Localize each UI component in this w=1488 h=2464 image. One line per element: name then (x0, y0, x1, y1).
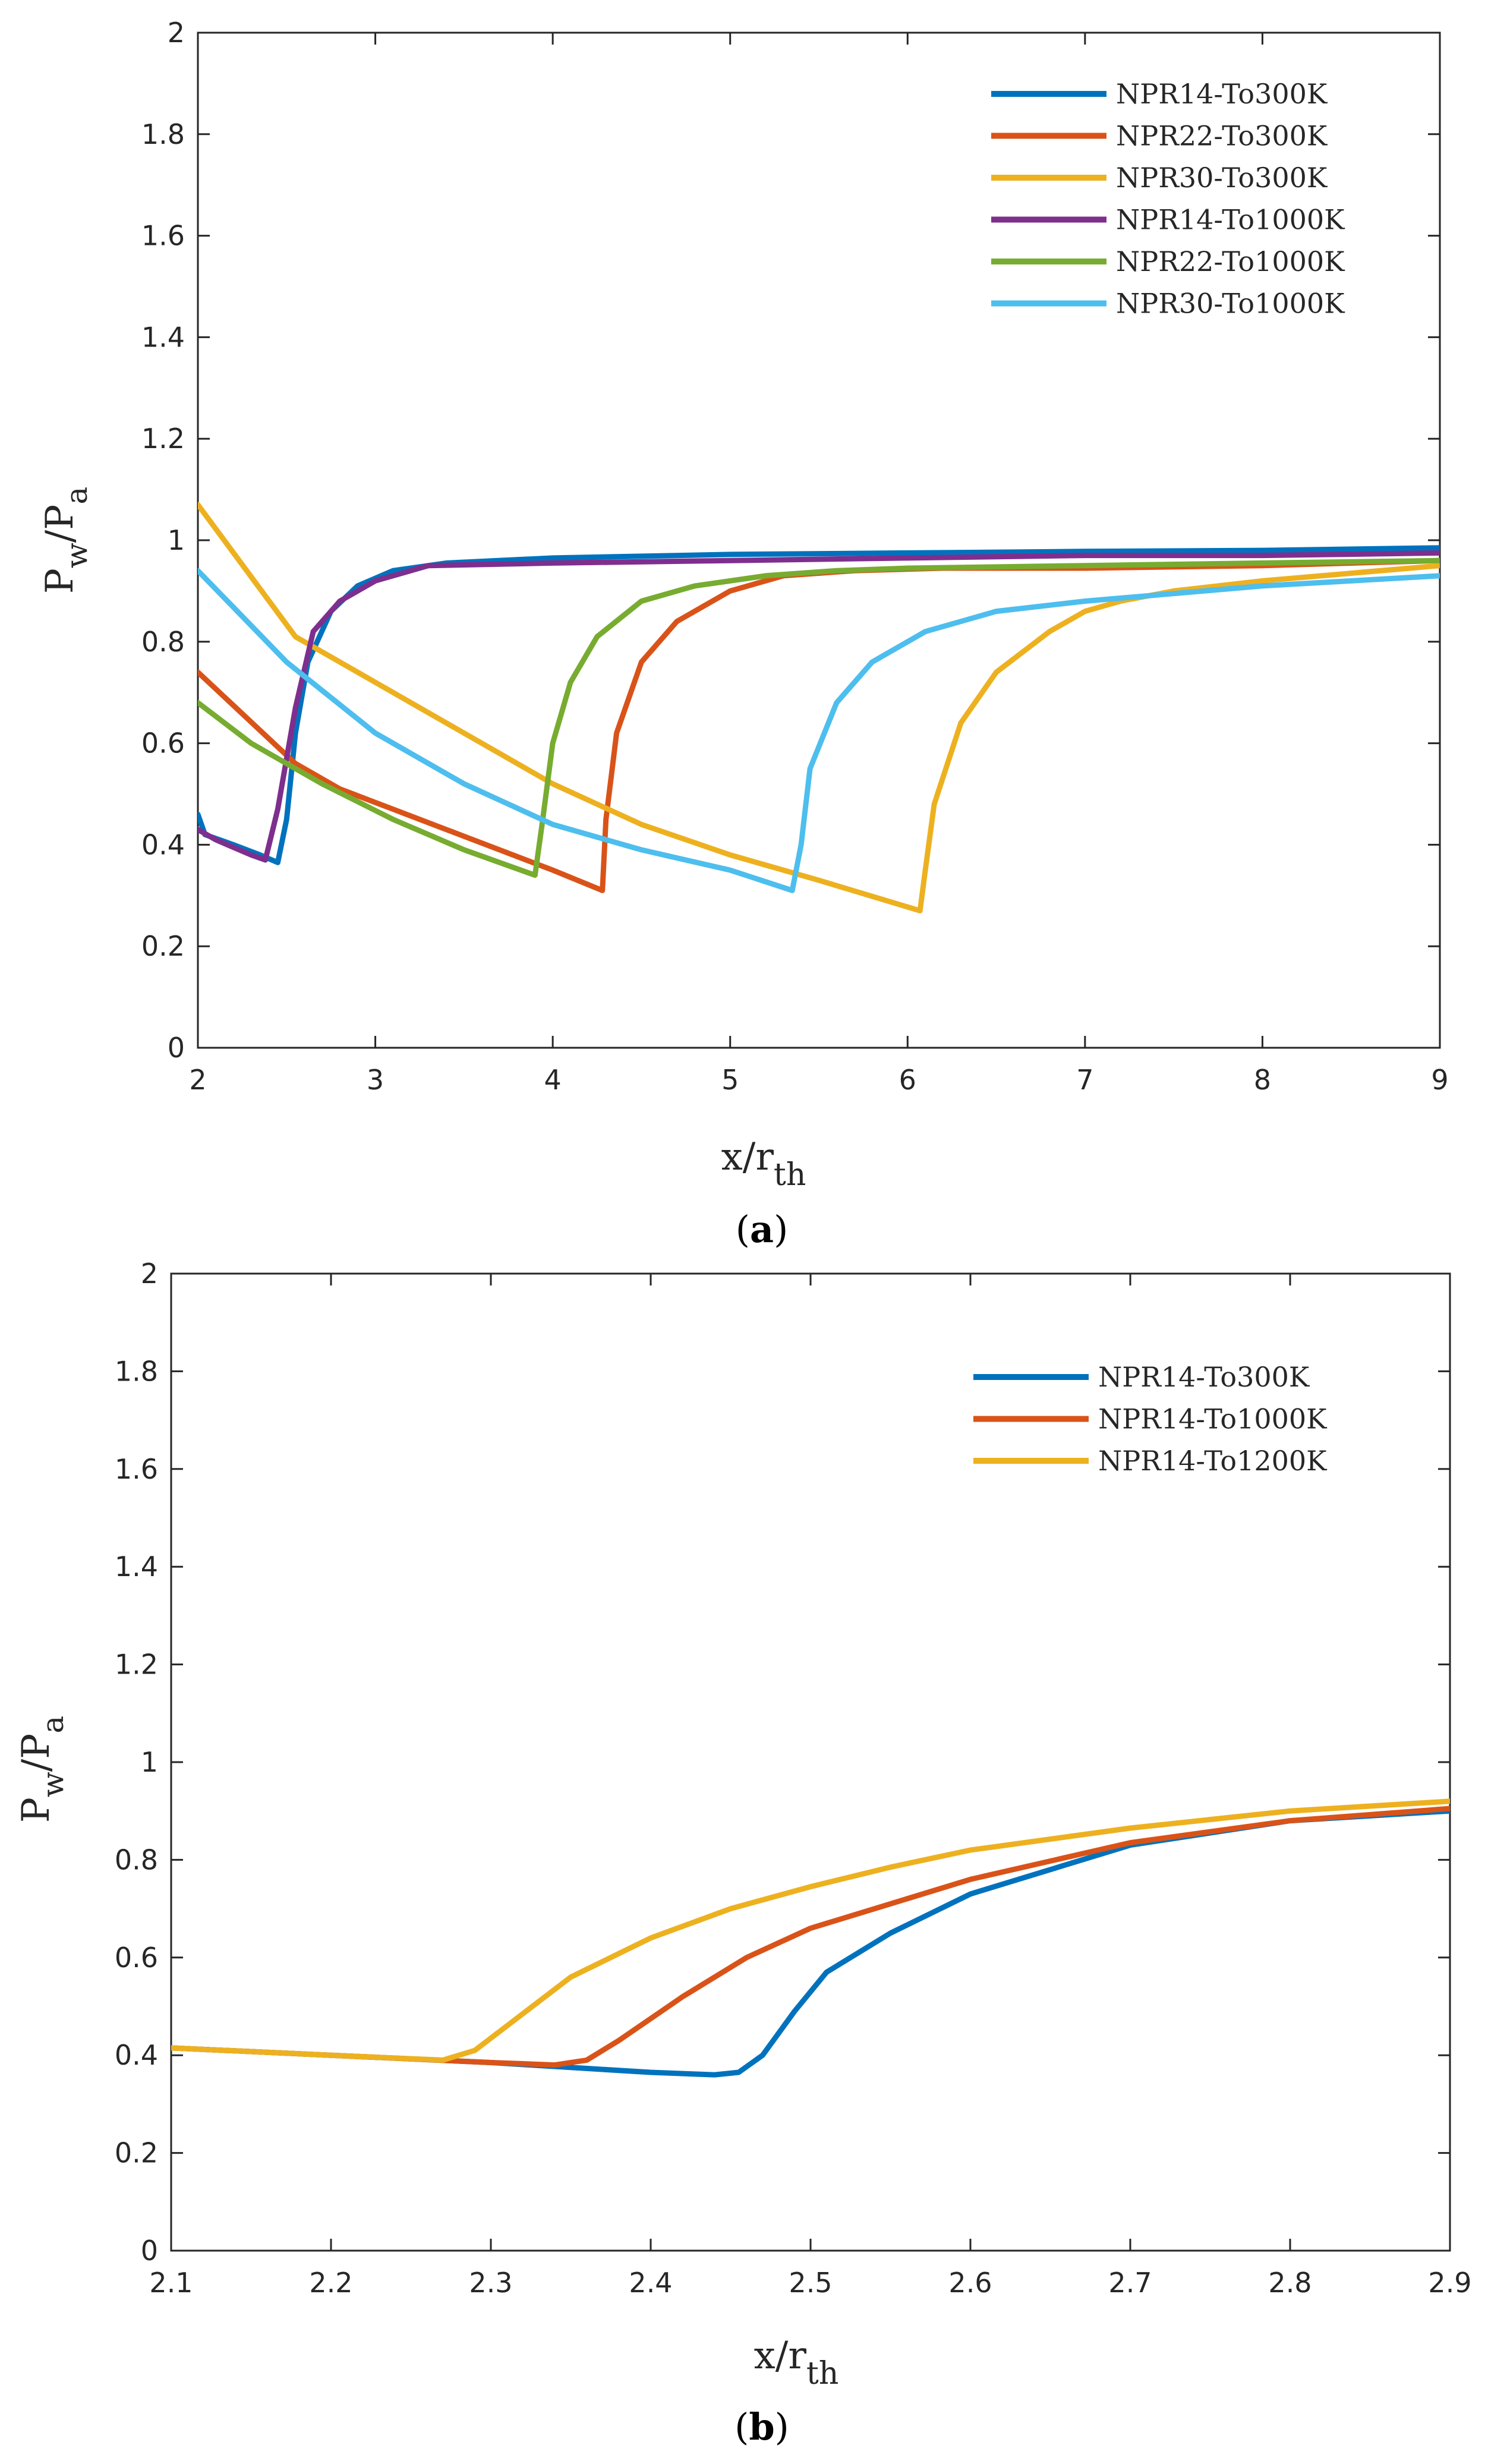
y-tick-label: 0.6 (141, 727, 185, 760)
series-line (198, 502, 1440, 913)
legend-label: NPR22-To1000K (1116, 245, 1345, 278)
y-tick-label: 2 (168, 17, 185, 49)
y-tick-label: 0.6 (115, 1942, 158, 1974)
x-tick-label: 8 (1254, 1064, 1271, 1096)
x-tick-label: 2 (189, 1064, 206, 1096)
legend-label: NPR30-To1000K (1116, 288, 1345, 320)
legend-label: NPR14-To300K (1116, 78, 1328, 110)
x-tick-label: 2.5 (789, 2267, 832, 2299)
y-tick-label: 1.4 (115, 1551, 158, 1583)
x-tick-label: 6 (899, 1064, 916, 1096)
y-tick-label: 1 (168, 524, 185, 556)
y-tick-label: 0.4 (115, 2039, 158, 2071)
panel-b: 2.1 2.2 2.3 2.4 2.5 2.6 2.7 2.8 2.9 0 0.2 0.4 0.6 0.8… (14, 1258, 1472, 2449)
y-tick-label: 1.6 (141, 220, 185, 252)
series-line (198, 568, 1440, 893)
y-tick-label: 1.4 (141, 321, 185, 353)
legend-label: NPR14-To1000K (1116, 204, 1345, 236)
x-tick-label: 2.8 (1268, 2267, 1312, 2299)
legend-label: NPR30-To300K (1116, 162, 1328, 194)
y-tick-label: 2 (141, 1258, 158, 1290)
legend-label: NPR14-To1000K (1098, 1403, 1328, 1435)
legend-label: NPR22-To300K (1116, 120, 1328, 152)
y-tick-label: 0.8 (141, 626, 185, 658)
y-axis-label: Pw/Pa (14, 1716, 70, 1823)
y-tick-label: 1.8 (115, 1355, 158, 1387)
x-tick-label: 2.1 (149, 2267, 193, 2299)
x-axis-label: x/rth (754, 2334, 839, 2391)
y-tick-label: 1.8 (141, 118, 185, 150)
x-tick-label: 2.3 (469, 2267, 512, 2299)
x-tick-label: 2.4 (629, 2267, 672, 2299)
series-line (198, 550, 1440, 863)
x-tick-label: 7 (1076, 1064, 1093, 1096)
x-tick-label: 2.9 (1428, 2267, 1471, 2299)
plot-area (171, 1798, 1450, 2078)
legend-label: NPR14-To300K (1098, 1361, 1310, 1393)
x-tick-label: 2.7 (1108, 2267, 1152, 2299)
panel-caption: (a) (736, 1208, 789, 1251)
x-tick-label: 3 (367, 1064, 384, 1096)
series-line (198, 557, 1440, 878)
legend-label: NPR14-To1200K (1098, 1445, 1328, 1477)
x-tick-label: 2.6 (948, 2267, 992, 2299)
panel-caption: (b) (734, 2405, 789, 2449)
y-tick-label: 0 (168, 1032, 185, 1064)
y-tick-label: 1.2 (141, 423, 185, 455)
y-tick-label: 1.2 (115, 1649, 158, 1681)
series-line (171, 1808, 1450, 2078)
y-tick-label: 0 (141, 2235, 158, 2267)
series-line (171, 1798, 1450, 2063)
x-tick-label: 4 (544, 1064, 562, 1096)
y-tick-label: 1.6 (115, 1453, 158, 1485)
y-tick-label: 1 (141, 1746, 158, 1778)
x-tick-label: 9 (1431, 1064, 1448, 1096)
y-axis-label: Pw/Pa (38, 487, 94, 594)
y-tick-label: 0.8 (115, 1844, 158, 1876)
x-tick-label: 5 (721, 1064, 739, 1096)
x-axis-label: x/rth (721, 1135, 806, 1193)
y-tick-label: 0.2 (115, 2137, 158, 2169)
plot-area (198, 502, 1440, 913)
panel-a: 2 3 4 5 6 7 8 9 0 0.2 0.4 0.6 0.8 1 1.2 1.4 1.6 1.8 2 NPR14… (38, 17, 1449, 1251)
y-tick-label: 0.4 (141, 828, 185, 861)
x-tick-label: 2.2 (309, 2267, 352, 2299)
y-tick-label: 0.2 (141, 930, 185, 962)
series-line (171, 1806, 1450, 2068)
series-line (198, 557, 1440, 893)
